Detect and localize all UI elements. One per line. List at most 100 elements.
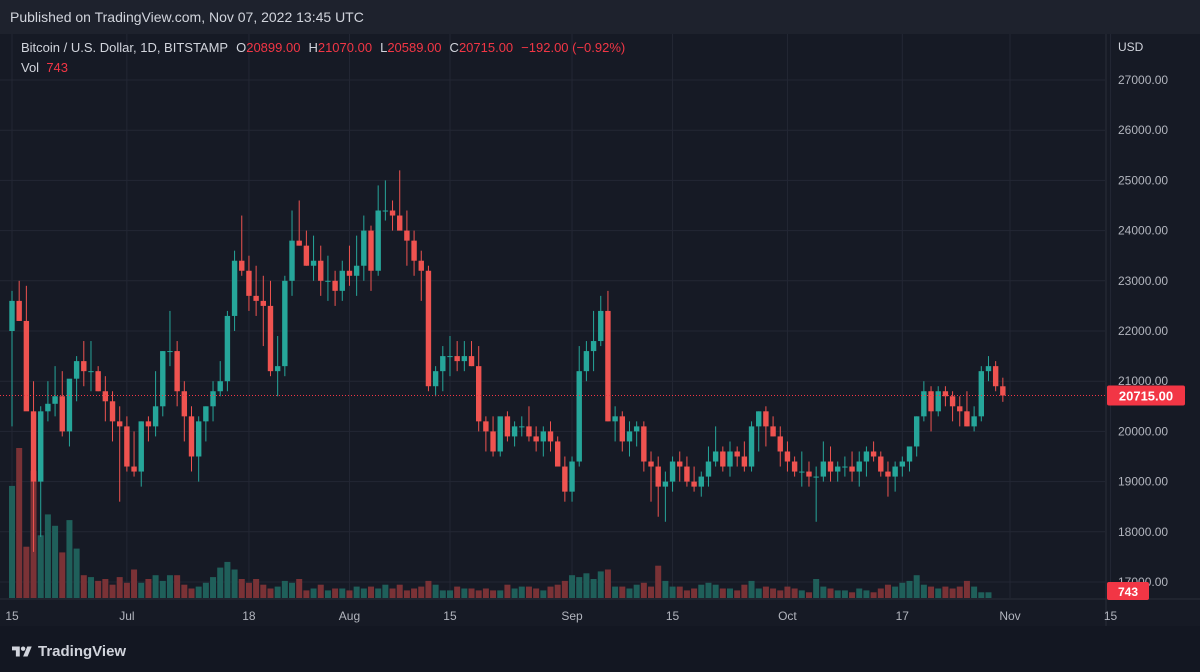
candle-down <box>806 461 812 487</box>
candle-body <box>985 366 992 372</box>
volume-bar <box>770 588 777 598</box>
volume-bar <box>884 584 891 598</box>
x-tick-label: Jul <box>119 609 134 623</box>
volume-bar <box>856 588 863 598</box>
volume-bar <box>375 588 382 598</box>
candle-up <box>461 341 468 372</box>
candle-body <box>461 356 468 362</box>
candle-up <box>985 356 992 382</box>
candle-body <box>181 391 188 417</box>
candle-body <box>547 431 554 442</box>
low-value: 20589.00 <box>387 40 442 55</box>
volume-bar <box>655 565 662 598</box>
y-tick-label: 26000.00 <box>1118 123 1168 137</box>
candle-down <box>346 245 353 286</box>
candle-up <box>626 421 633 457</box>
candle-body <box>669 461 676 482</box>
candle-up <box>799 451 805 487</box>
volume-bar <box>37 535 44 598</box>
candle-up <box>842 456 848 477</box>
candle-down <box>131 431 137 477</box>
candle-up <box>310 235 317 281</box>
volume-bar <box>892 586 899 598</box>
volume-bar <box>289 582 296 598</box>
candle-up <box>540 426 547 457</box>
candle-down <box>734 446 740 467</box>
candle-body <box>626 431 633 442</box>
candle-up <box>820 441 827 482</box>
candle-down <box>949 391 956 422</box>
candle-body <box>633 426 640 432</box>
volume-bar <box>849 592 856 598</box>
volume-bar <box>59 552 66 598</box>
volume-bar <box>210 577 217 598</box>
candle-up <box>289 210 295 296</box>
candle-down <box>684 456 690 487</box>
candle-body <box>899 461 906 467</box>
candle-down <box>741 441 748 472</box>
volume-bar <box>540 590 547 598</box>
y-tick-label: 18000.00 <box>1118 525 1168 539</box>
candle-down <box>425 265 432 392</box>
candle-body <box>835 466 841 472</box>
candle-body <box>964 411 970 427</box>
candle-down <box>404 210 410 266</box>
volume-bar <box>935 588 942 598</box>
candle-body <box>88 371 94 373</box>
volume-bar <box>820 586 827 598</box>
candle-down <box>526 406 532 442</box>
volume-bar <box>734 590 741 598</box>
candle-body <box>554 441 561 467</box>
candle-body <box>361 230 367 266</box>
candle-down <box>964 391 970 427</box>
candle-down <box>533 426 539 452</box>
candle-down <box>260 275 266 347</box>
candle-up <box>382 180 389 221</box>
tradingview-logo-icon <box>12 646 32 657</box>
candle-down <box>303 230 310 266</box>
candle-body <box>641 426 647 462</box>
candle-body <box>239 260 245 271</box>
volume-bar <box>640 582 647 598</box>
candle-body <box>318 260 324 281</box>
candle-body <box>274 366 281 372</box>
candle-down <box>124 416 130 472</box>
volume-bar <box>52 525 59 598</box>
volume-bar <box>87 577 94 598</box>
candle-body <box>246 270 252 296</box>
candle-body <box>195 421 202 457</box>
volume-bar <box>317 584 324 598</box>
candle-down <box>102 376 109 422</box>
candle-down <box>720 446 726 472</box>
candle-down <box>145 416 152 442</box>
candle-body <box>9 300 15 331</box>
candle-down <box>454 341 460 372</box>
candle-up <box>497 416 503 457</box>
y-tick-label: 25000.00 <box>1118 173 1168 187</box>
volume-value: 743 <box>46 60 69 75</box>
candle-down <box>117 406 123 502</box>
volume-bar <box>985 592 992 598</box>
volume-bar <box>705 582 712 598</box>
volume-bar <box>533 588 540 598</box>
volume-bar <box>138 582 145 598</box>
candle-body <box>131 466 137 472</box>
candle-body <box>296 240 302 246</box>
candle-down <box>677 451 683 482</box>
candle-up <box>756 411 762 452</box>
candle-up <box>231 250 238 331</box>
high-label: H <box>308 40 318 55</box>
volume-bar <box>863 590 870 598</box>
candle-body <box>935 391 941 412</box>
volume-bar <box>956 586 963 598</box>
candle-down <box>397 170 403 231</box>
candle-up <box>863 446 870 477</box>
volume-bar <box>224 561 231 598</box>
volume-bar <box>928 586 935 598</box>
close-label: C <box>449 40 459 55</box>
candle-body <box>124 426 130 467</box>
close-value: 20715.00 <box>458 40 514 55</box>
low-label: L <box>380 40 388 55</box>
y-axis: 27000.00 26000.00 25000.00 24000.00 23000.00… <box>1105 34 1168 626</box>
